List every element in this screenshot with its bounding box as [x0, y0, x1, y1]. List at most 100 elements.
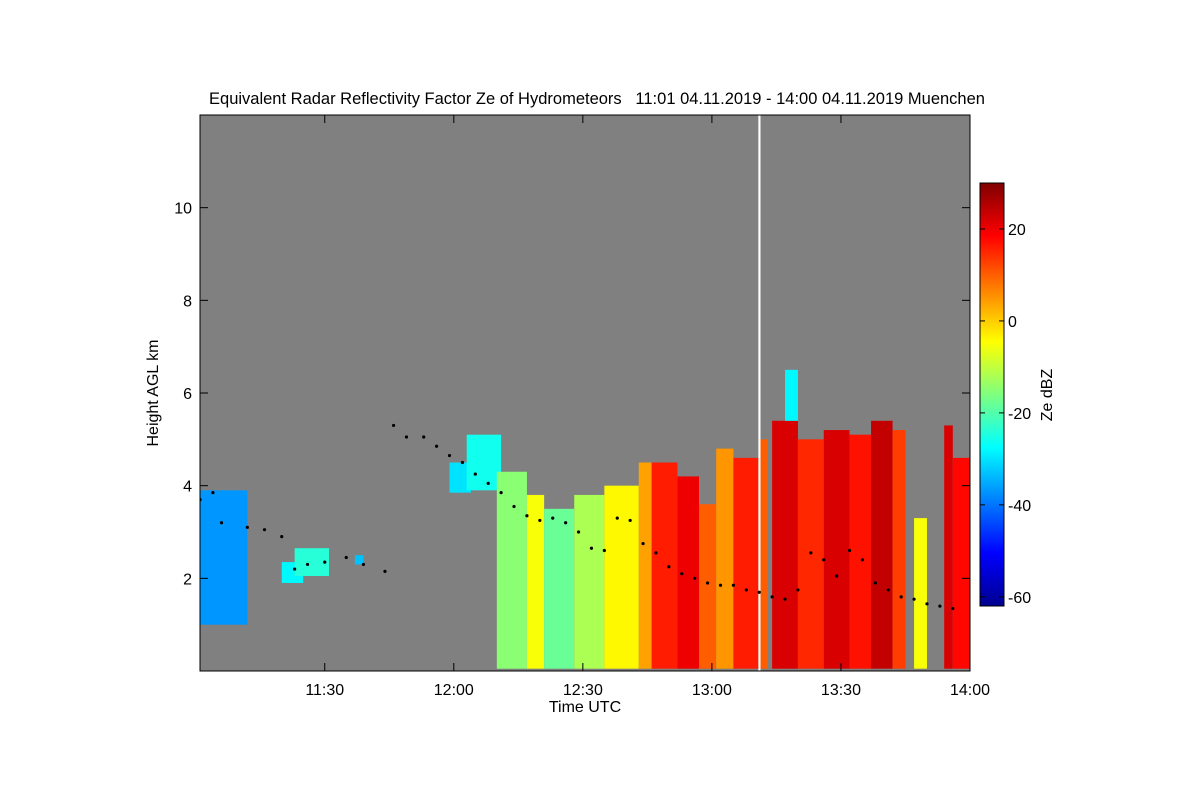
cloud-base-point-25 — [564, 521, 568, 525]
cloud-base-point-17 — [460, 460, 465, 465]
y-axis: 2 4 6 8 10 — [174, 201, 970, 588]
chart-title: Equivalent Radar Reflectivity Factor Ze … — [209, 90, 985, 108]
cloud-base-point-10 — [361, 562, 366, 567]
x-axis-label: Time UTC — [549, 699, 621, 716]
cloud-base-point-20 — [499, 491, 503, 495]
echo-region-22 — [871, 420, 893, 669]
cloud-base-point-28 — [602, 548, 606, 553]
cloud-base-point-37 — [718, 583, 723, 587]
x-tick-label-4: 13:30 — [821, 682, 861, 699]
colorbar-ticks: -60 -40 -20 0 20 — [980, 222, 1031, 607]
cloud-base-point-24 — [551, 516, 555, 520]
echo-region-17 — [759, 439, 768, 669]
echo-region-23 — [892, 430, 906, 669]
cloud-base-point-51 — [899, 595, 903, 599]
y-tick-label-2: 6 — [183, 386, 192, 403]
echo-region-16 — [733, 457, 760, 669]
echo-region-12 — [651, 462, 678, 669]
echo-region-14 — [698, 504, 717, 669]
echo-region-21 — [849, 434, 872, 669]
cloud-base-point-3 — [245, 525, 249, 529]
echo-region-11 — [638, 462, 652, 669]
colorbar-gradient — [979, 182, 1005, 607]
cloud-base-point-32 — [654, 551, 658, 555]
cloud-base-point-52 — [912, 597, 916, 601]
cloud-base-point-1 — [211, 491, 215, 495]
cloud-base-point-26 — [576, 530, 581, 534]
y-tick-label-1: 4 — [183, 479, 192, 496]
cloud-base-layer — [200, 423, 955, 611]
y-tick-label-3: 8 — [183, 293, 192, 310]
colorbar-tick-label-0: -60 — [1008, 590, 1031, 607]
x-axis: 11:30 12:00 12:30 13:00 13:30 14:00 — [305, 115, 990, 699]
echo-region-20 — [823, 430, 850, 669]
y-tick-label-0: 2 — [183, 571, 192, 588]
echo-region-25 — [785, 369, 798, 421]
cloud-base-point-35 — [693, 576, 697, 580]
echo-region-0 — [200, 490, 248, 625]
y-tick-label-4: 10 — [174, 201, 192, 218]
cloud-base-point-2 — [219, 521, 224, 525]
cloud-base-point-22 — [525, 514, 529, 518]
cloud-base-point-7 — [305, 562, 310, 567]
colorbar: -60 -40 -20 0 20 Ze dBZ — [979, 182, 1056, 607]
cloud-base-point-13 — [404, 435, 409, 439]
colorbar-label: Ze dBZ — [1039, 369, 1056, 422]
cloud-base-point-15 — [434, 444, 439, 448]
cloud-base-point-38 — [731, 583, 736, 587]
cloud-base-point-16 — [447, 453, 452, 458]
cloud-base-point-6 — [293, 567, 297, 571]
echo-region-9 — [574, 494, 605, 669]
echo-region-8 — [544, 508, 575, 669]
cloud-base-point-8 — [323, 560, 327, 564]
cloud-base-point-4 — [262, 528, 267, 532]
x-tick-label-3: 13:00 — [692, 682, 732, 699]
cloud-base-point-21 — [512, 504, 516, 509]
echo-region-10 — [604, 485, 639, 669]
cloud-base-point-5 — [280, 535, 284, 539]
cloud-base-point-33 — [667, 565, 671, 569]
echo-region-13 — [677, 476, 699, 669]
echo-region-24 — [914, 518, 927, 669]
cloud-base-point-44 — [809, 551, 813, 555]
echo-region-26 — [944, 425, 953, 669]
echo-region-7 — [526, 494, 545, 669]
echo-region-15 — [716, 448, 734, 669]
cloud-base-point-39 — [744, 588, 748, 592]
cloud-base-point-42 — [783, 597, 787, 601]
cloud-base-point-9 — [344, 555, 348, 560]
cloud-base-point-40 — [757, 590, 761, 594]
y-axis-label: Height AGL km — [145, 339, 162, 446]
cloud-base-point-48 — [860, 558, 865, 562]
cloud-base-point-55 — [951, 606, 955, 611]
x-tick-label-0: 11:30 — [305, 682, 344, 699]
cloud-base-point-43 — [796, 588, 800, 592]
cloud-base-point-53 — [925, 602, 929, 606]
cloud-base-point-19 — [486, 481, 490, 485]
colorbar-tick-label-3: 0 — [1008, 314, 1017, 331]
echo-region-3 — [354, 555, 364, 565]
echo-region-5 — [466, 434, 502, 491]
echo-region-6 — [496, 471, 527, 669]
missing-data-0 — [758, 115, 761, 671]
cloud-base-point-11 — [383, 569, 387, 573]
cloud-base-point-12 — [391, 423, 396, 428]
x-tick-label-2: 12:30 — [563, 682, 603, 699]
echo-region-4 — [449, 462, 472, 493]
cloud-base-point-50 — [886, 588, 890, 592]
cloud-base-point-54 — [938, 604, 942, 608]
cloud-base-point-29 — [615, 516, 619, 520]
cloud-base-point-41 — [770, 595, 774, 599]
cloud-base-point-18 — [473, 472, 477, 476]
echo-region-18 — [772, 420, 798, 669]
x-tick-label-5: 14:00 — [950, 682, 990, 699]
cloud-base-point-31 — [641, 541, 645, 546]
cloud-base-point-45 — [822, 558, 826, 562]
cloud-base-point-30 — [628, 518, 632, 523]
cloud-base-point-23 — [538, 518, 542, 523]
x-tick-label-1: 12:00 — [434, 682, 474, 699]
cloud-base-point-46 — [835, 574, 839, 578]
cloud-base-point-36 — [705, 581, 710, 585]
colorbar-tick-label-4: 20 — [1008, 222, 1026, 239]
